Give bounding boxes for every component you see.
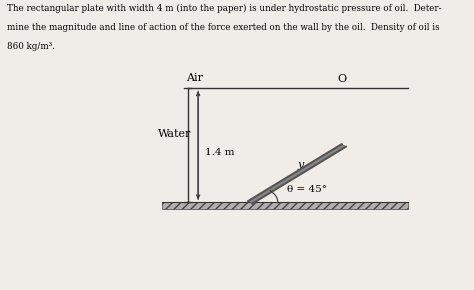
Text: Air: Air bbox=[186, 73, 203, 83]
Text: Water: Water bbox=[158, 129, 192, 139]
Text: y: y bbox=[297, 160, 303, 170]
Text: 1.4 m: 1.4 m bbox=[205, 148, 235, 157]
Text: θ = 45°: θ = 45° bbox=[287, 186, 327, 195]
Text: The rectangular plate with width 4 m (into the paper) is under hydrostatic press: The rectangular plate with width 4 m (in… bbox=[7, 4, 442, 13]
Polygon shape bbox=[162, 202, 408, 209]
Text: 860 kg/m³.: 860 kg/m³. bbox=[7, 42, 55, 51]
Text: mine the magnitude and line of action of the force exerted on the wall by the oi: mine the magnitude and line of action of… bbox=[7, 23, 440, 32]
Polygon shape bbox=[248, 144, 346, 204]
Text: O: O bbox=[337, 74, 346, 84]
